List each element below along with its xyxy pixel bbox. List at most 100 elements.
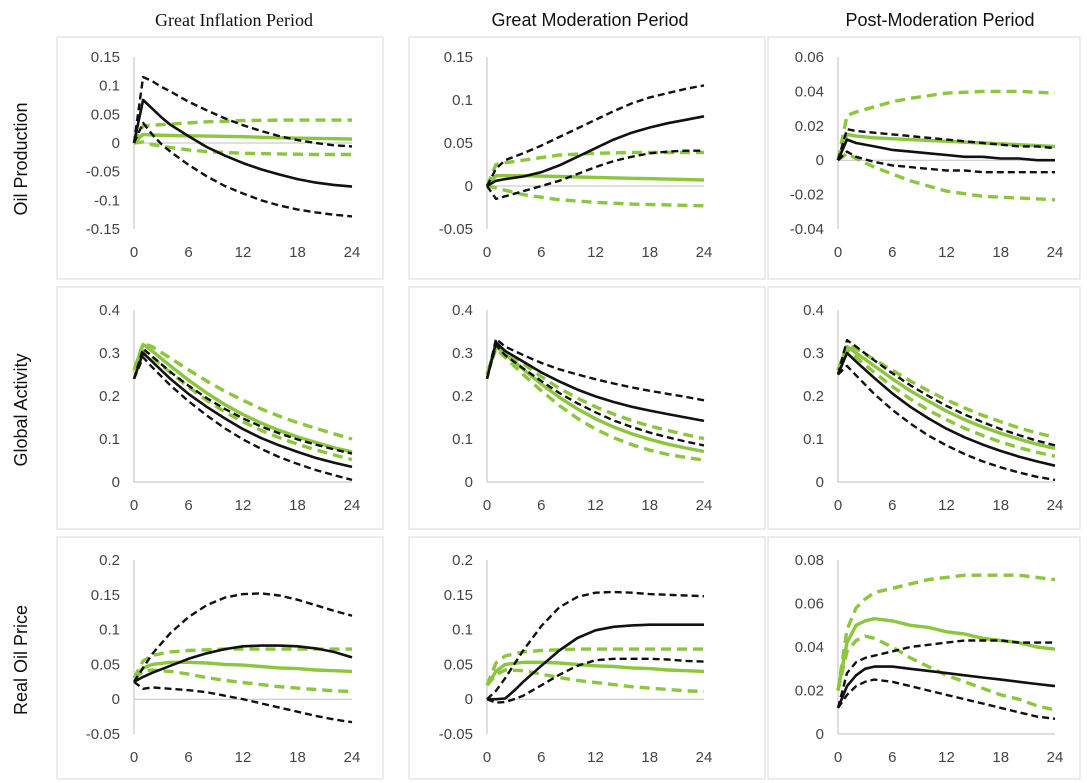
x-tick-label: 12 [235, 244, 252, 261]
panel-real-oil-price-great-inflation-period: -0.05 0 0.05 0.1 0.15 0.2 0 6 12 18 24 [56, 536, 384, 780]
y-tick-label: 0 [112, 135, 120, 152]
x-tick-label: 0 [483, 749, 491, 766]
x-tick-label: 18 [992, 497, 1009, 514]
series-black-lower [133, 680, 353, 724]
series-black-lower [837, 150, 1055, 174]
series-green-upper [485, 647, 704, 686]
series-black-median [836, 351, 1056, 467]
x-tick-label: 0 [834, 244, 842, 261]
x-tick-label: 18 [992, 244, 1009, 261]
y-tick-label: -0.05 [439, 221, 473, 238]
y-tick-label: 0 [112, 691, 120, 708]
y-tick-label: 0.1 [99, 622, 120, 639]
panel-real-oil-price-post-moderation-period: 0 0.02 0.04 0.06 0.08 0 6 12 18 24 [767, 536, 1081, 780]
series-green-lower [486, 184, 705, 208]
y-tick-label: 0 [465, 178, 473, 195]
y-tick-label: -0.02 [790, 187, 824, 204]
y-tick-label: 0 [112, 474, 120, 491]
series-green-upper [836, 89, 1056, 161]
x-tick-label: 6 [888, 749, 896, 766]
y-tick-label: 0.1 [803, 431, 824, 448]
series-black-lower [486, 657, 705, 704]
y-tick-label: 0.3 [452, 345, 473, 362]
row-label-global-activity: Global Activity [11, 353, 31, 466]
series-green-upper [836, 342, 1056, 439]
column-title-great-inflation: Great Inflation Period [155, 10, 313, 30]
panel-grid: -0.15 -0.1 -0.05 0 0.05 0.1 0.15 0 6 12 18 24 -0.05 0… [56, 36, 1081, 780]
y-tick-label: 0.05 [91, 656, 120, 673]
series-green-upper [485, 343, 705, 441]
x-tick-label: 18 [289, 244, 306, 261]
series-green-median [132, 342, 353, 454]
x-tick-label: 18 [289, 749, 306, 766]
panel-oil-production-great-moderation-period: -0.05 0 0.05 0.1 0.15 0 6 12 18 24 [408, 36, 766, 280]
column-title-great-moderation: Great Moderation Period [491, 10, 688, 30]
series-green-lower [485, 668, 705, 694]
x-tick-label: 24 [696, 497, 713, 514]
y-tick-label: 0.2 [452, 552, 473, 569]
x-tick-label: 6 [888, 244, 896, 261]
x-tick-label: 24 [696, 244, 713, 261]
y-tick-label: 0.15 [91, 587, 120, 604]
panel-frame [767, 36, 1081, 280]
series-black-upper [132, 75, 353, 148]
x-tick-label: 12 [938, 749, 955, 766]
series-green-median [132, 132, 353, 145]
series-green-upper [132, 341, 353, 441]
panel-frame [408, 36, 766, 280]
row-label-real-oil-price: Real Oil Price [11, 605, 31, 715]
series-black-upper [485, 84, 705, 187]
series-green-median [836, 344, 1056, 451]
y-tick-label: -0.15 [86, 221, 120, 238]
x-tick-label: 18 [641, 244, 658, 261]
x-tick-label: 0 [130, 749, 138, 766]
y-tick-label: 0.3 [99, 345, 120, 362]
y-tick-label: 0.2 [99, 552, 120, 569]
series-black-median [486, 115, 705, 188]
x-tick-label: 6 [537, 244, 545, 261]
series-green-median [485, 344, 705, 454]
series-black-median [132, 351, 353, 469]
y-tick-label: 0.3 [803, 345, 824, 362]
x-tick-label: 24 [1047, 497, 1064, 514]
series-black-lower [485, 344, 705, 447]
series-black-median [485, 341, 705, 423]
series-black-median [836, 138, 1055, 162]
x-tick-label: 24 [344, 497, 361, 514]
series-black-lower [132, 121, 353, 218]
series-black-median [132, 98, 353, 188]
y-tick-label: 0.4 [99, 302, 120, 319]
row-label-oil-production: Oil Production [11, 102, 31, 215]
series-black-lower [837, 364, 1056, 482]
y-tick-label: 0.02 [795, 118, 824, 135]
y-tick-label: -0.05 [86, 164, 120, 181]
x-tick-label: 18 [992, 749, 1009, 766]
panel-oil-production-great-inflation-period: -0.15 -0.1 -0.05 0 0.05 0.1 0.15 0 6 12 18 24 [56, 36, 384, 280]
x-tick-label: 0 [483, 497, 491, 514]
series-black-upper [836, 338, 1056, 447]
x-tick-label: 12 [938, 497, 955, 514]
series-black-median [487, 623, 704, 701]
x-tick-label: 24 [344, 749, 361, 766]
y-tick-label: 0.1 [452, 92, 473, 109]
x-tick-label: 6 [184, 749, 192, 766]
y-tick-label: -0.1 [94, 192, 120, 209]
x-tick-label: 18 [289, 497, 306, 514]
y-tick-label: 0.05 [444, 656, 473, 673]
y-tick-label: -0.04 [790, 221, 824, 238]
series-black-upper [132, 592, 353, 683]
series-black-upper [486, 590, 705, 701]
x-tick-label: 0 [130, 497, 138, 514]
y-tick-label: 0.1 [99, 78, 120, 95]
y-tick-label: 0.08 [795, 552, 824, 569]
series-green-lower [133, 140, 352, 157]
series-green-upper [836, 573, 1056, 691]
y-tick-label: 0.2 [452, 388, 473, 405]
panel-frame [56, 36, 384, 280]
y-tick-label: 0 [465, 474, 473, 491]
y-tick-label: 0.04 [795, 83, 824, 100]
y-tick-label: 0.1 [452, 622, 473, 639]
y-tick-label: 0.06 [795, 596, 824, 613]
panel-global-activity-post-moderation-period: 0 0.1 0.2 0.3 0.4 0 6 12 18 24 [767, 286, 1081, 530]
panel-frame [408, 536, 766, 780]
